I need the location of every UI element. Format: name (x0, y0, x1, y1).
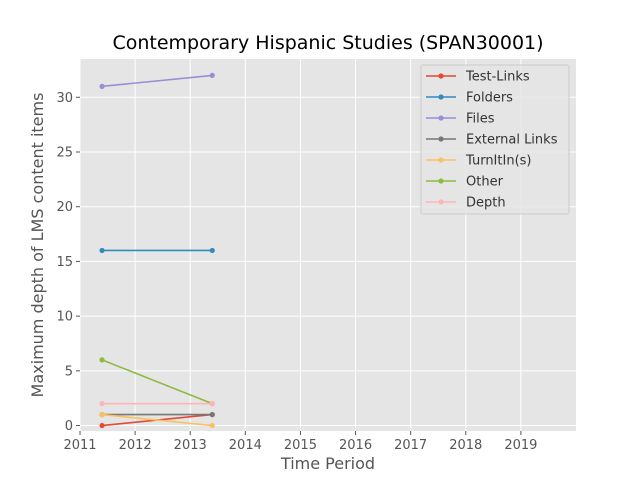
x-tick-label: 2013 (174, 438, 207, 453)
y-tick-label: 5 (65, 364, 73, 379)
legend-label: External Links (466, 133, 558, 148)
x-tick-label: 2019 (504, 438, 537, 453)
x-tick-label: 2016 (339, 438, 372, 453)
y-axis-label: Maximum depth of LMS content items (28, 93, 47, 398)
legend-box (420, 64, 570, 215)
series-files (99, 72, 215, 89)
legend-swatch-marker (438, 157, 444, 163)
x-tick-label: 2011 (63, 438, 96, 453)
legend-swatch-marker (438, 94, 444, 100)
y-tick-label: 25 (56, 146, 73, 161)
legend-item: Folders (426, 91, 513, 106)
legend-item: Files (426, 112, 495, 127)
y-tick-label: 15 (56, 255, 73, 270)
data-point (99, 422, 105, 429)
series-folders (99, 247, 215, 254)
data-point (209, 72, 215, 79)
data-point (209, 411, 215, 418)
legend-swatch-marker (438, 178, 444, 184)
axis-ticks: 2011 2012 2013 2014 2015 2016 2017 2018 20190510… (56, 91, 537, 453)
series-line (101, 413, 213, 427)
legend-label: TurnItIn(s) (465, 154, 531, 169)
x-tick-label: 2014 (229, 438, 262, 453)
legend-item: Test-Links (426, 70, 530, 85)
legend-item: Other (426, 175, 504, 190)
data-point (209, 401, 215, 407)
data-point (209, 422, 215, 429)
legend-label: Test-Links (465, 70, 530, 85)
chart-title: Contemporary Hispanic Studies (SPAN30001… (112, 32, 543, 54)
data-point (99, 401, 105, 407)
legend-item: Depth (426, 196, 506, 211)
x-tick-label: 2017 (394, 438, 427, 453)
data-point (99, 83, 105, 89)
data-point (99, 411, 105, 418)
legend-label: Depth (466, 196, 506, 211)
series-line (101, 359, 213, 405)
legend-swatch-marker (438, 199, 444, 205)
legend-label: Files (466, 112, 495, 127)
series-depth (99, 401, 215, 407)
legend-swatch-marker (438, 115, 444, 121)
series-layer (99, 72, 215, 429)
series-turnitin-s- (99, 411, 215, 429)
y-tick-label: 10 (56, 310, 73, 325)
legend-label: Folders (466, 91, 513, 106)
x-tick-label: 2015 (284, 438, 317, 453)
data-point (99, 247, 105, 254)
x-axis-label: Time Period (280, 454, 375, 473)
series-line (101, 74, 213, 88)
legend-swatch-marker (438, 73, 444, 79)
x-tick-label: 2012 (119, 438, 152, 453)
y-tick-label: 30 (56, 91, 73, 106)
data-point (209, 247, 215, 254)
data-point (99, 357, 105, 363)
legend-label: Other (466, 175, 504, 190)
legend: Test-Links Folders Files External Links Turn… (420, 64, 570, 215)
y-tick-label: 20 (56, 200, 73, 215)
y-tick-label: 0 (65, 419, 73, 434)
x-tick-label: 2018 (449, 438, 482, 453)
legend-swatch-marker (438, 136, 444, 142)
legend-item: External Links (426, 133, 558, 148)
legend-item: TurnItIn(s) (426, 154, 531, 169)
